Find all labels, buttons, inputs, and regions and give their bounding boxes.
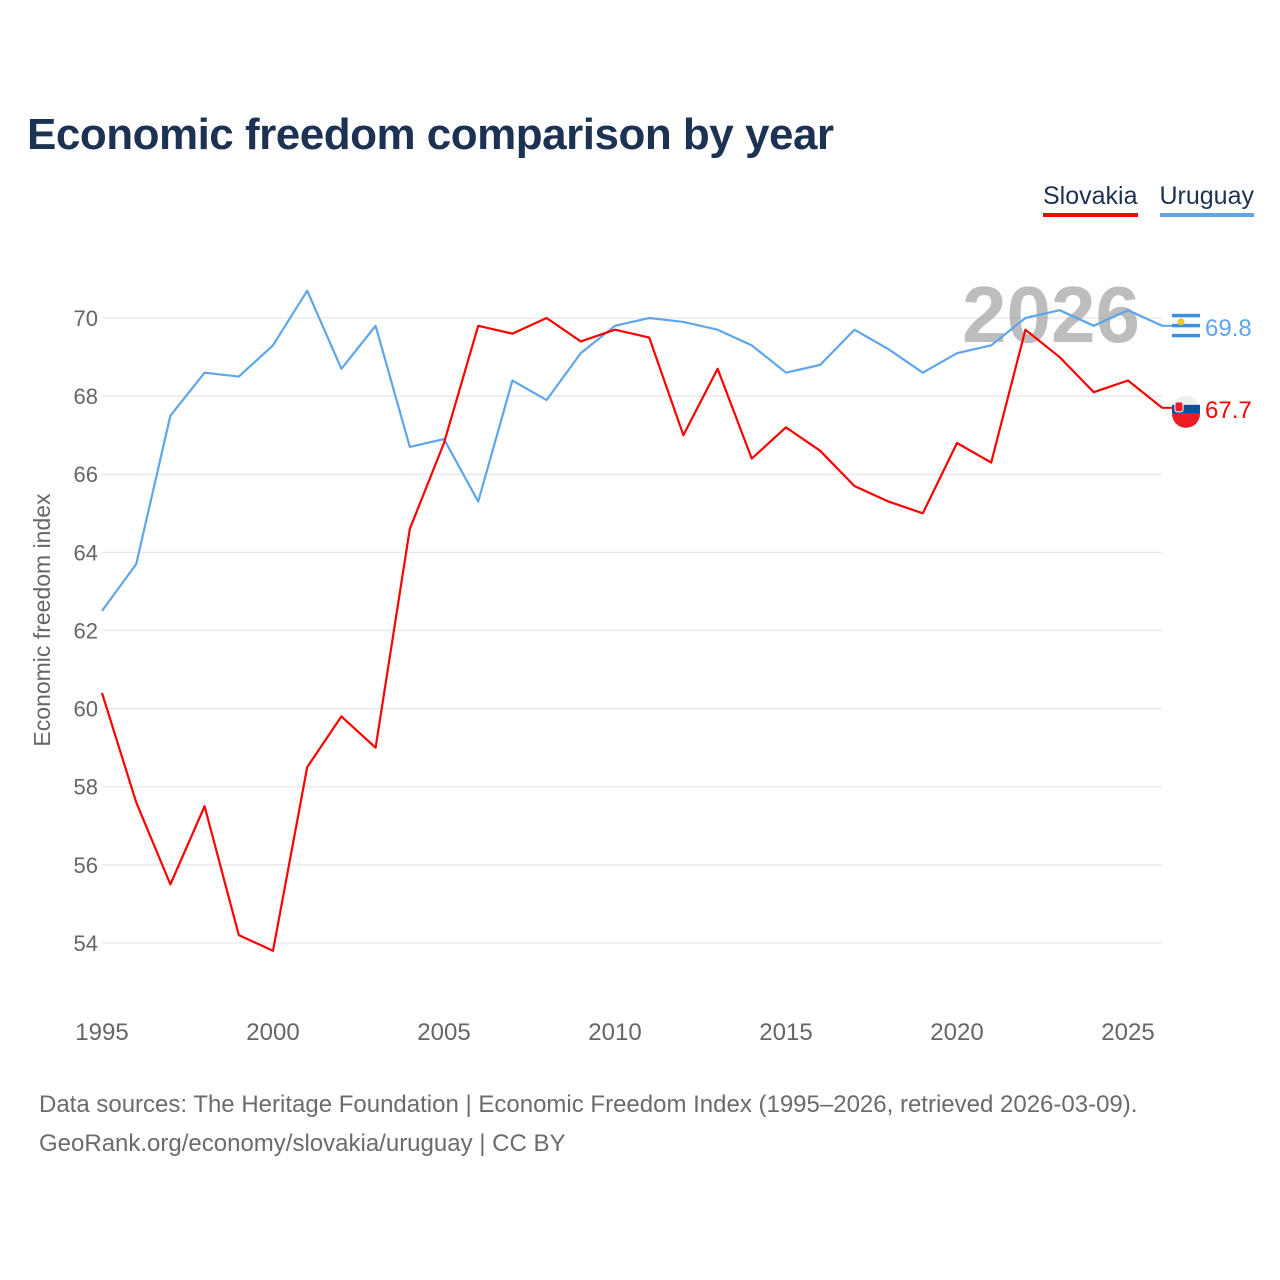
y-tick-label: 60	[74, 697, 98, 722]
y-tick-label: 68	[74, 384, 98, 409]
x-tick-label: 2010	[588, 1019, 641, 1046]
y-tick-label: 64	[74, 540, 98, 565]
end-value-label: 67.7	[1205, 397, 1252, 424]
flag-shield	[1174, 401, 1184, 413]
flag-stripe	[1172, 333, 1200, 338]
source-text: Data sources: The Heritage Foundation | …	[39, 1091, 1138, 1118]
legend-slovakia[interactable]: Slovakia	[1043, 182, 1138, 217]
y-tick-label: 56	[74, 853, 98, 878]
uruguay-flag-icon	[1172, 313, 1200, 342]
flag-stripe	[1172, 313, 1200, 318]
y-tick-label: 66	[74, 462, 98, 487]
y-tick-label: 62	[74, 618, 98, 643]
legend: Slovakia Uruguay	[1043, 182, 1254, 217]
series-line-uruguay	[101, 289, 1163, 612]
y-tick-label: 58	[74, 775, 98, 800]
attribution-link[interactable]: GeoRank.org/economy/slovakia/uruguay | C…	[39, 1130, 566, 1157]
x-tick-label: 2025	[1101, 1019, 1154, 1046]
y-axis-label: Economic freedom index	[29, 493, 55, 747]
flag-stripe	[1172, 404, 1200, 414]
x-tick-label: 2015	[759, 1019, 812, 1046]
flag-stripe	[1172, 323, 1200, 328]
footer: Data sources: The Heritage Foundation | …	[39, 1085, 1137, 1163]
flag-sun	[1177, 318, 1185, 326]
x-tick-label: 2005	[417, 1019, 470, 1046]
end-value-label: 69.8	[1205, 315, 1252, 342]
y-tick-label: 54	[74, 931, 98, 956]
x-tick-label: 1995	[75, 1019, 128, 1046]
flag-stripe	[1172, 413, 1200, 428]
x-tick-label: 2000	[246, 1019, 299, 1046]
x-tick-label: 2020	[930, 1019, 983, 1046]
legend-uruguay[interactable]: Uruguay	[1159, 182, 1254, 217]
series-line-slovakia	[100, 316, 1163, 952]
flag-bg	[1172, 313, 1200, 342]
slovakia-flag-icon	[1172, 395, 1200, 428]
y-tick-label: 70	[74, 306, 98, 331]
chart-title: Economic freedom comparison by year	[27, 110, 834, 159]
